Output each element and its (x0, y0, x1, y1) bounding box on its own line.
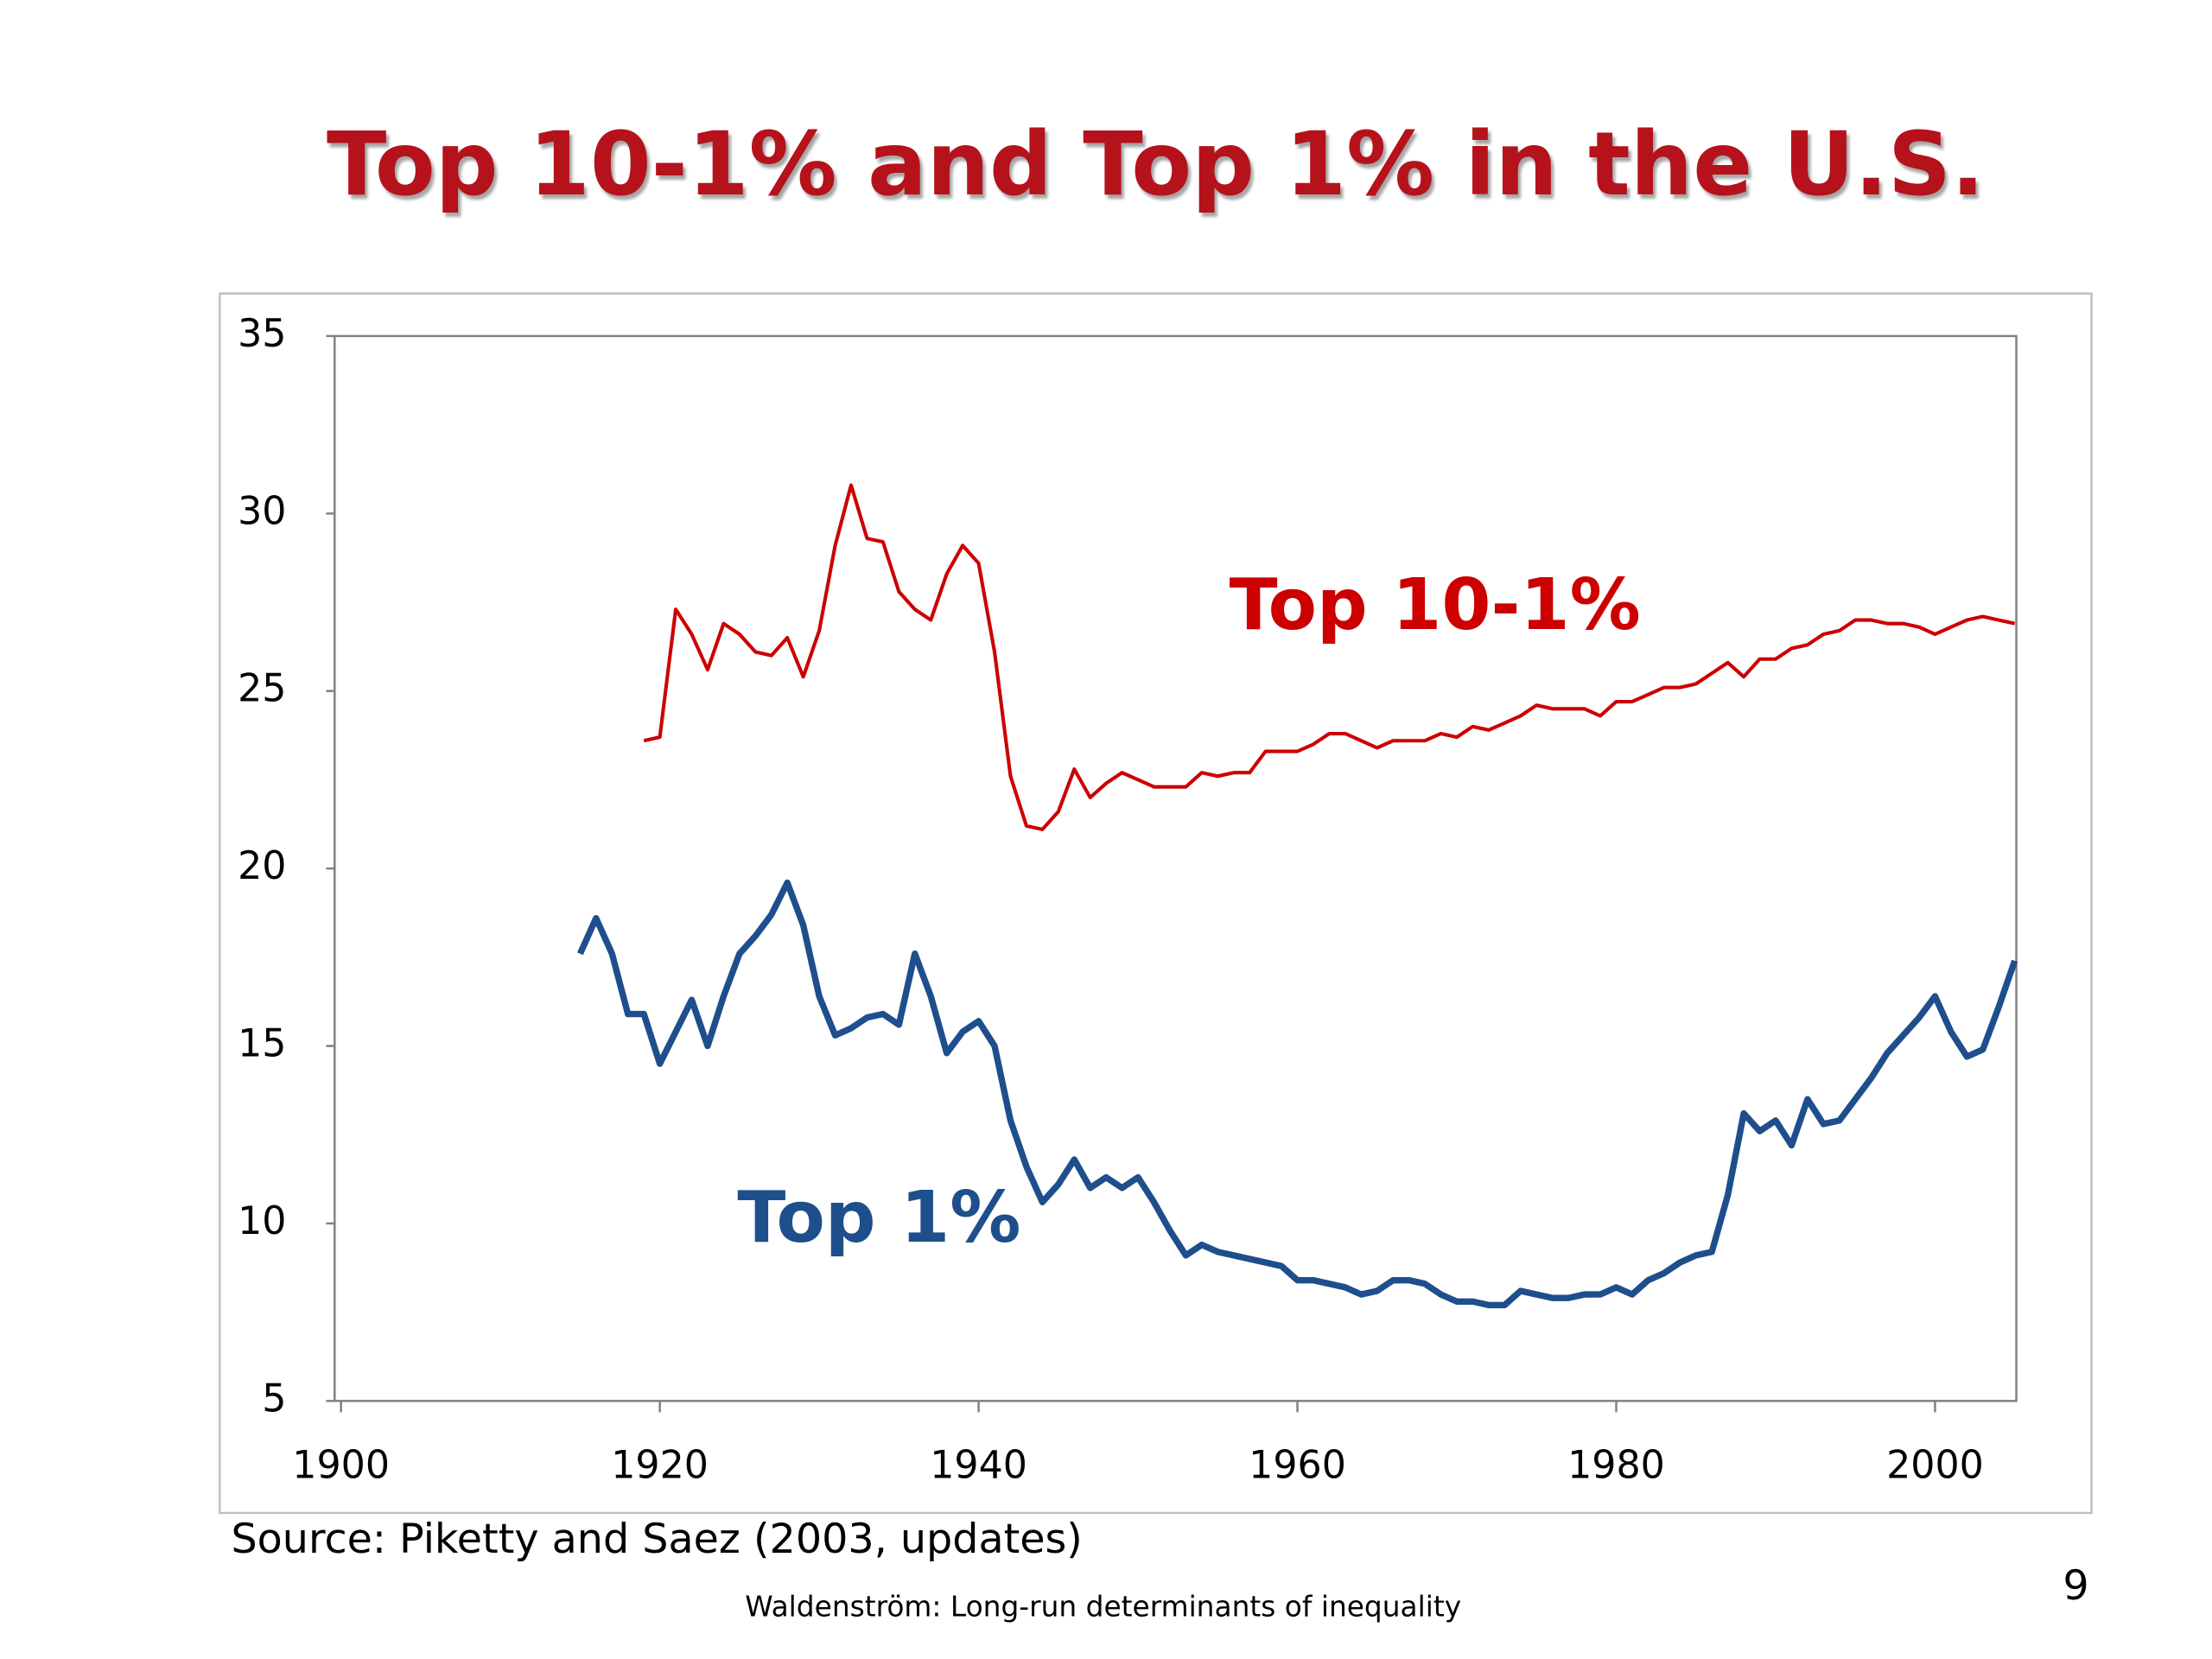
y-tick-label: 20 (238, 844, 286, 888)
y-tick-label: 5 (262, 1376, 286, 1421)
series-line (643, 483, 2016, 831)
x-tick-label: 1920 (611, 1443, 709, 1487)
source-note: Source: Piketty and Saez (2003, updates) (231, 1516, 1082, 1563)
chart-frame (219, 292, 2093, 1515)
y-tick-label: 10 (238, 1199, 286, 1243)
footer: Waldenström: Long-run determinants of in… (745, 1590, 1461, 1623)
y-tick-label: 15 (238, 1022, 286, 1066)
y-tick-label: 30 (238, 489, 286, 533)
slide-title: Top 10-1% and Top 1% in the U.S. (327, 113, 1985, 215)
x-tick-label: 1900 (292, 1443, 390, 1487)
series-line (577, 879, 2018, 1309)
y-tick-label: 35 (238, 312, 286, 356)
x-tick-label: 1960 (1249, 1443, 1346, 1487)
series-label: Top 1% (737, 1177, 1020, 1259)
x-tick-label: 1940 (930, 1443, 1027, 1487)
page-number: 9 (2063, 1562, 2088, 1610)
series-label: Top 10-1% (1230, 564, 1641, 646)
x-tick-label: 1980 (1567, 1443, 1665, 1487)
x-tick-label: 2000 (1886, 1443, 1984, 1487)
y-tick-label: 25 (238, 667, 286, 711)
